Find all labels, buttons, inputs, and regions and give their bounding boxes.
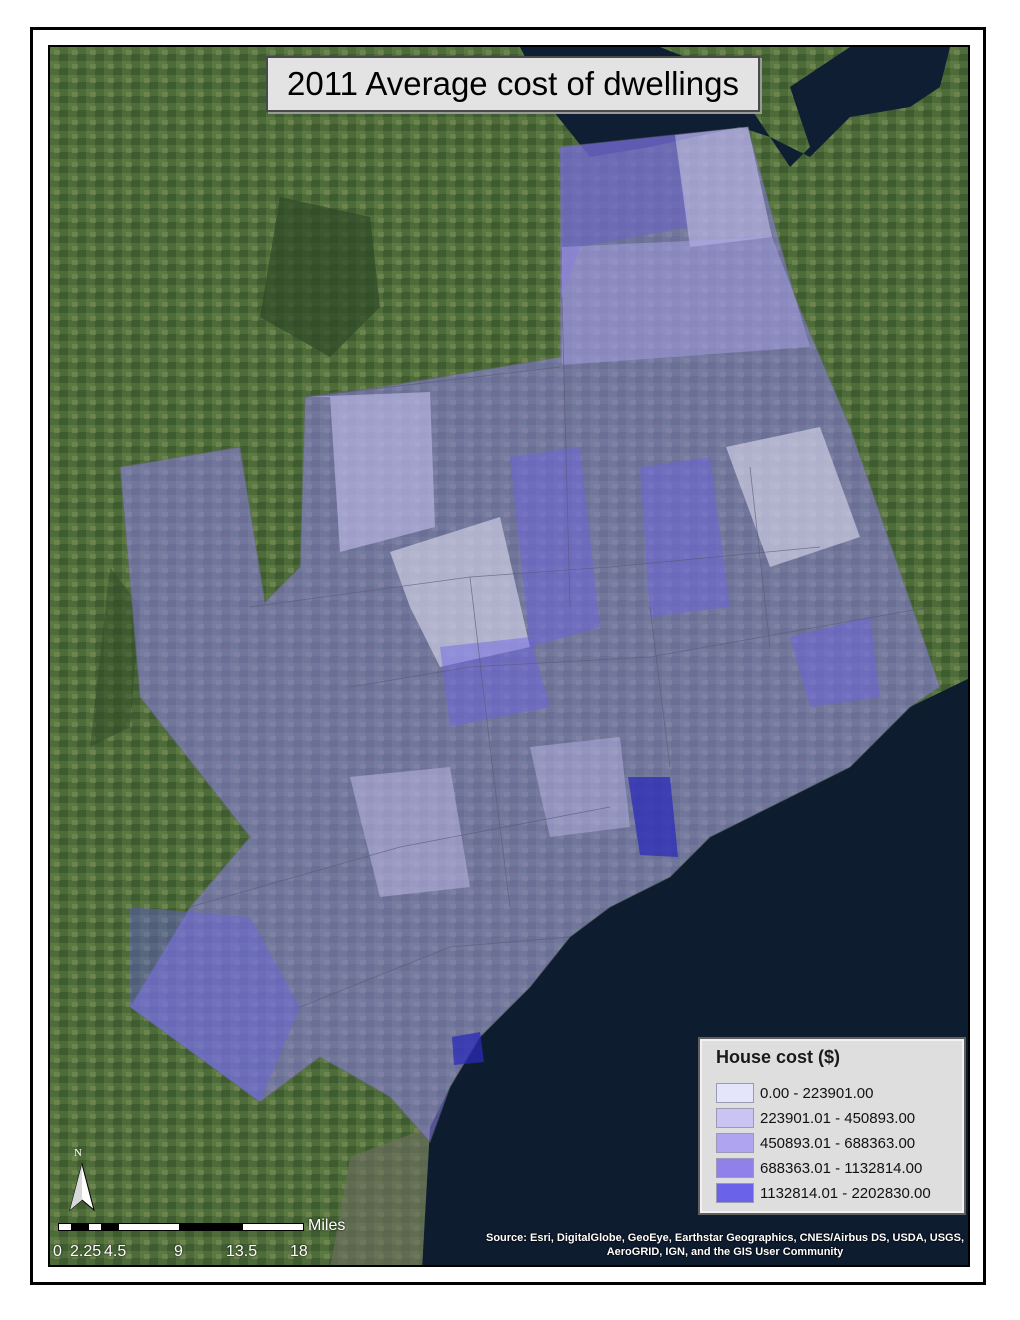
region-overall (119, 126, 941, 1143)
legend-swatch (716, 1158, 754, 1178)
region-dark (640, 457, 730, 617)
legend-swatch (716, 1108, 754, 1128)
region-north-mid (562, 237, 810, 365)
scale-bar (58, 1223, 310, 1233)
scale-segment (242, 1223, 304, 1231)
region-lightest (390, 517, 530, 667)
legend-title: House cost ($) (716, 1047, 841, 1067)
tract-boundaries (189, 296, 931, 1008)
scale-segment (88, 1223, 102, 1231)
legend-swatch (716, 1133, 754, 1153)
source-attribution: Source: Esri, DigitalGlobe, GeoEye, Eart… (486, 1232, 965, 1258)
scale-segment (102, 1223, 118, 1231)
region-lightest (726, 427, 860, 567)
legend-swatch (716, 1183, 754, 1203)
scale-label: 0 (53, 1243, 62, 1260)
region-dark (510, 447, 600, 647)
region-dark (130, 907, 300, 1102)
legend: House cost ($) 0.00 - 223901.00 223901.0… (698, 1037, 966, 1215)
scale-label: 2.25 (70, 1243, 102, 1260)
scale-unit: Miles (308, 1217, 346, 1234)
map-panel: 2011 Average cost of dwellings House cos… (48, 45, 970, 1267)
region-north (560, 135, 690, 297)
region-north-light (675, 127, 772, 247)
region-dark (790, 617, 880, 707)
region-light-tracts (350, 767, 470, 897)
legend-label: 1132814.01 - 2202830.00 (760, 1185, 931, 1202)
region-core (452, 1032, 484, 1065)
legend-label: 223901.01 - 450893.00 (760, 1110, 916, 1127)
legend-label: 688363.01 - 1132814.00 (760, 1160, 923, 1177)
north-arrow-icon (69, 1162, 95, 1212)
scale-label: 9 (174, 1243, 183, 1260)
region-core (628, 777, 678, 857)
map-title: 2011 Average cost of dwellings (266, 56, 760, 112)
legend-swatch (716, 1083, 754, 1103)
scale-segment (58, 1223, 72, 1231)
forest-patch (260, 197, 380, 357)
urban-area (330, 1127, 430, 1265)
forest-patch (90, 567, 140, 747)
scale-segment (72, 1223, 88, 1231)
scale-segment (180, 1223, 242, 1231)
region-light-tracts (530, 737, 630, 837)
region-dark (440, 637, 550, 727)
legend-label: 0.00 - 223901.00 (760, 1085, 874, 1102)
scale-segment (118, 1223, 180, 1231)
region-light (305, 392, 435, 552)
scale-label: 18 (290, 1243, 308, 1260)
scale-label: 13.5 (226, 1243, 258, 1260)
legend-label: 450893.01 - 688363.00 (760, 1135, 916, 1152)
scale-label: 4.5 (104, 1243, 127, 1260)
north-label: N (74, 1147, 82, 1159)
